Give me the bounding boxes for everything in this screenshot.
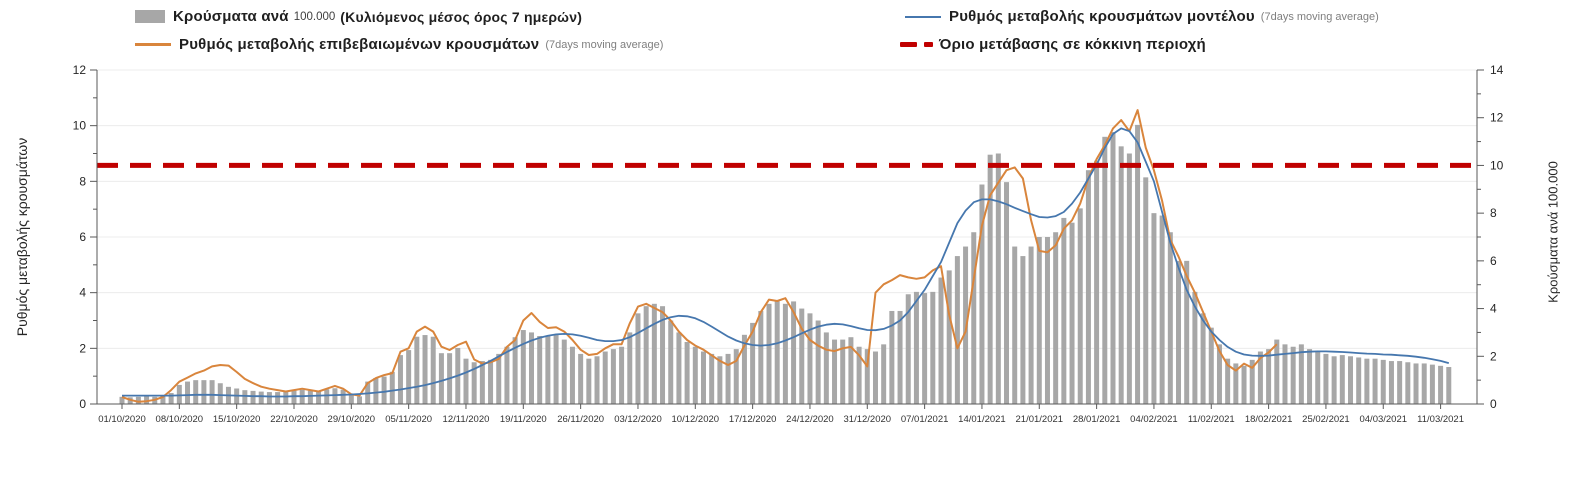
svg-text:24/12/2020: 24/12/2020 [786,414,834,425]
svg-text:4: 4 [1490,302,1497,316]
svg-text:18/02/2021: 18/02/2021 [1245,414,1293,425]
bar-swatch-icon [135,10,165,23]
legend-item-confirmed-rate: Ρυθμός μεταβολής επιβεβαιωμένων κρουσμάτ… [135,36,663,53]
svg-text:17/12/2020: 17/12/2020 [729,414,777,425]
svg-text:6: 6 [1490,254,1497,268]
y-axis-right: 0 2 4 6 8 10 12 14 [1477,63,1504,411]
svg-text:2: 2 [79,341,86,355]
svg-text:03/12/2020: 03/12/2020 [614,414,662,425]
svg-text:11/03/2021: 11/03/2021 [1417,414,1464,425]
svg-text:29/10/2020: 29/10/2020 [328,414,376,425]
x-axis: 01/10/2020 08/10/2020 15/10/2020 22/10/2020… [98,404,1464,425]
legend-label: Ρυθμός μεταβολής κρουσμάτων μοντέλου [949,8,1255,25]
svg-text:4: 4 [79,286,86,300]
svg-text:25/02/2021: 25/02/2021 [1302,414,1350,425]
svg-text:10/12/2020: 10/12/2020 [672,414,720,425]
svg-text:19/11/2020: 19/11/2020 [500,414,547,425]
svg-text:31/12/2020: 31/12/2020 [844,414,892,425]
orange-line-swatch-icon [135,43,171,46]
svg-text:6: 6 [79,230,86,244]
svg-text:04/03/2021: 04/03/2021 [1359,414,1407,425]
svg-text:10: 10 [1490,158,1504,172]
svg-text:14: 14 [1490,63,1504,77]
svg-text:28/01/2021: 28/01/2021 [1073,414,1121,425]
svg-text:05/11/2020: 05/11/2020 [385,414,432,425]
legend-label: Κρούσματα ανά [173,8,289,25]
legend-item-red-threshold: Όριο μετάβασης σε κόκκινη περιοχή [900,36,1206,53]
confirmed-line [121,109,1278,403]
svg-text:15/10/2020: 15/10/2020 [213,414,261,425]
svg-text:2: 2 [1490,349,1497,363]
svg-text:01/10/2020: 01/10/2020 [98,414,146,425]
svg-text:10: 10 [73,119,87,133]
svg-text:08/10/2020: 08/10/2020 [156,414,204,425]
svg-text:26/11/2020: 26/11/2020 [557,414,604,425]
svg-text:8: 8 [79,174,86,188]
svg-text:12/11/2020: 12/11/2020 [443,414,490,425]
gridlines [97,69,1477,349]
svg-text:11/02/2021: 11/02/2021 [1188,414,1235,425]
model-line [122,127,1450,398]
svg-text:14/01/2021: 14/01/2021 [958,414,1006,425]
svg-text:0: 0 [79,397,86,411]
svg-text:07/01/2021: 07/01/2021 [901,414,949,425]
y-axis-left: 0 2 4 6 8 10 12 [73,63,97,411]
svg-text:04/02/2021: 04/02/2021 [1130,414,1178,425]
legend-label: Ρυθμός μεταβολής επιβεβαιωμένων κρουσμάτ… [179,36,540,53]
svg-text:12: 12 [73,63,87,77]
legend-note: (7days moving average) [545,38,664,51]
legend-item-cases-bars: Κρούσματα ανά 100.000 (Κυλιόμενος μέσος … [135,8,582,25]
bars-series [119,124,1452,405]
legend-label: Όριο μετάβασης σε κόκκινη περιοχή [939,36,1206,53]
svg-text:22/10/2020: 22/10/2020 [270,414,318,425]
blue-line-swatch-icon [905,15,941,18]
svg-text:8: 8 [1490,206,1497,220]
legend-label-cont: (Κυλιόμενος μέσος όρος 7 ημερών) [340,8,583,25]
legend-item-model-rate: Ρυθμός μεταβολής κρουσμάτων μοντέλου (7d… [905,8,1379,25]
legend-note: (7days moving average) [1260,10,1379,23]
legend-label-small: 100.000 [293,10,336,23]
svg-text:0: 0 [1490,397,1497,411]
red-dash-swatch-icon [900,42,933,47]
svg-text:21/01/2021: 21/01/2021 [1016,414,1064,425]
svg-text:12: 12 [1490,111,1504,125]
